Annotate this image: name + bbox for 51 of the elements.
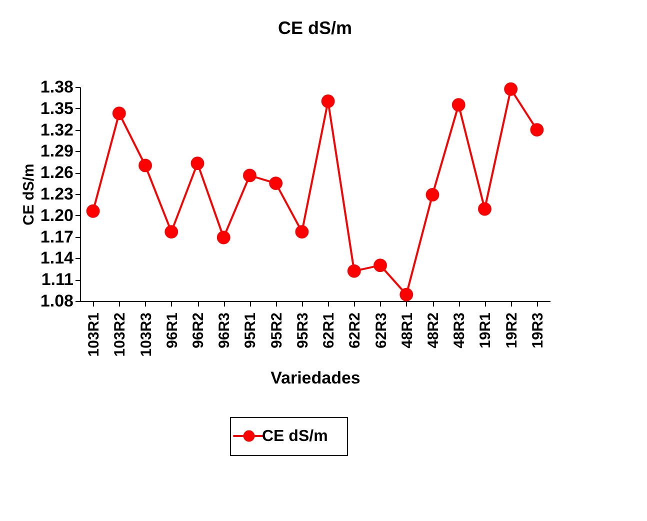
point bbox=[86, 204, 100, 218]
y-tick-label: 1.35 bbox=[40, 98, 74, 118]
y-tick-label: 1.20 bbox=[40, 206, 74, 225]
point bbox=[321, 94, 335, 108]
point bbox=[504, 82, 518, 96]
y-tick-label: 1.26 bbox=[40, 163, 74, 182]
x-tick-label: 19R2 bbox=[503, 312, 520, 348]
x-tick-label: 96R3 bbox=[216, 312, 234, 348]
y-tick-label: 1.23 bbox=[40, 184, 74, 204]
x-tick-label: 19R1 bbox=[477, 312, 494, 348]
point bbox=[478, 202, 492, 216]
x-tick-label: 48R2 bbox=[425, 312, 442, 348]
point bbox=[216, 230, 230, 244]
x-tick-label: 96R1 bbox=[164, 312, 181, 348]
point bbox=[452, 98, 466, 112]
y-tick-label: 1.29 bbox=[40, 142, 74, 161]
y-tick-label: 1.17 bbox=[40, 227, 74, 246]
point bbox=[400, 288, 414, 302]
y-tick-label: 1.32 bbox=[40, 120, 74, 140]
point bbox=[138, 158, 152, 172]
y-tick-label: 1.38 bbox=[40, 78, 74, 96]
x-tick-label: 62R2 bbox=[346, 312, 364, 348]
x-tick-label: 62R1 bbox=[320, 312, 338, 348]
x-tick-label: 95R2 bbox=[268, 312, 286, 348]
point bbox=[426, 188, 440, 202]
x-tick-label: 103R1 bbox=[86, 312, 103, 357]
point bbox=[347, 264, 361, 278]
x-tick-label: 103R2 bbox=[112, 312, 129, 357]
x-tick-label: 19R3 bbox=[529, 312, 546, 348]
y-tick-label: 1.11 bbox=[41, 270, 74, 290]
point bbox=[530, 123, 544, 136]
x-tick-label: 62R3 bbox=[372, 312, 390, 348]
legend-label: CE dS/m bbox=[262, 428, 328, 445]
x-tick-label: 103R3 bbox=[138, 312, 155, 357]
x-tick-label: 48R1 bbox=[398, 312, 416, 348]
x-tick-label: 48R3 bbox=[451, 312, 468, 348]
y-tick-label: 1.14 bbox=[40, 248, 74, 268]
point bbox=[243, 168, 256, 182]
point bbox=[295, 225, 309, 238]
x-tick-label: 96R2 bbox=[190, 312, 207, 348]
point bbox=[164, 225, 178, 238]
x-axis-title: Variedades bbox=[270, 368, 360, 388]
y-tick-label: 1.08 bbox=[40, 292, 74, 310]
y-axis-title: CE dS/m bbox=[20, 164, 38, 226]
point bbox=[269, 176, 283, 190]
x-tick-label: 95R3 bbox=[294, 312, 312, 348]
point bbox=[374, 258, 387, 272]
chart-title: CE dS/m bbox=[278, 18, 352, 38]
point bbox=[190, 156, 204, 170]
x-tick-label: 95R1 bbox=[242, 312, 260, 348]
point bbox=[112, 106, 126, 120]
